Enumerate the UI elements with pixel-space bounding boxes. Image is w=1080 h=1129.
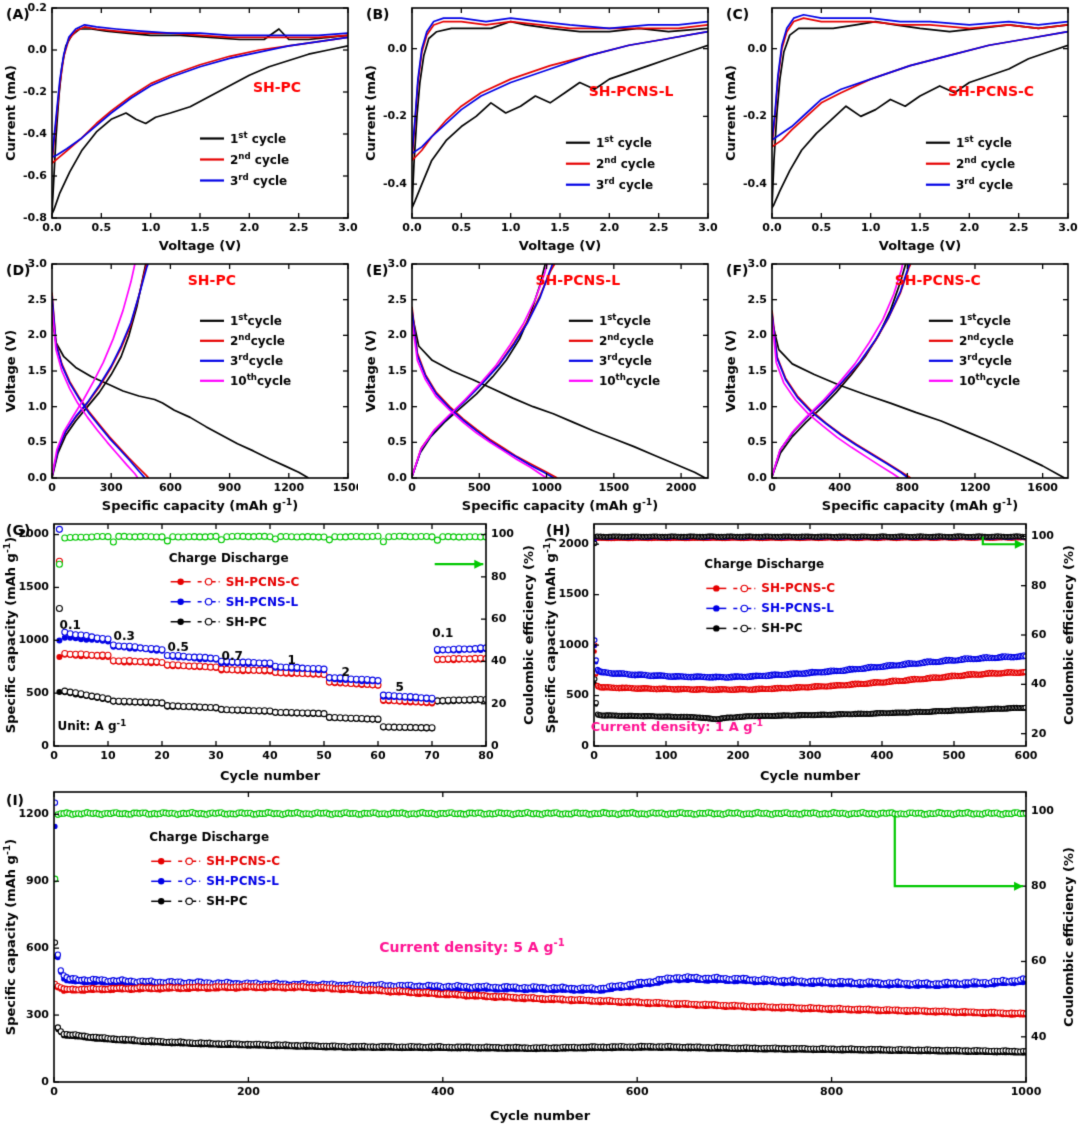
panel-h-cycling-1a — [542, 518, 1078, 786]
panel-a-cv-sh-pc — [2, 2, 358, 256]
panel-b-cv-sh-pcns-l — [362, 2, 718, 256]
panel-c-cv-sh-pcns-c — [722, 2, 1078, 256]
panel-g-rate-capability — [2, 518, 538, 786]
panel-f-profiles-sh-pcns-c — [722, 258, 1078, 516]
panel-i-cycling-5a — [2, 788, 1078, 1126]
panel-e-profiles-sh-pcns-l — [362, 258, 718, 516]
panel-d-profiles-sh-pc — [2, 258, 358, 516]
